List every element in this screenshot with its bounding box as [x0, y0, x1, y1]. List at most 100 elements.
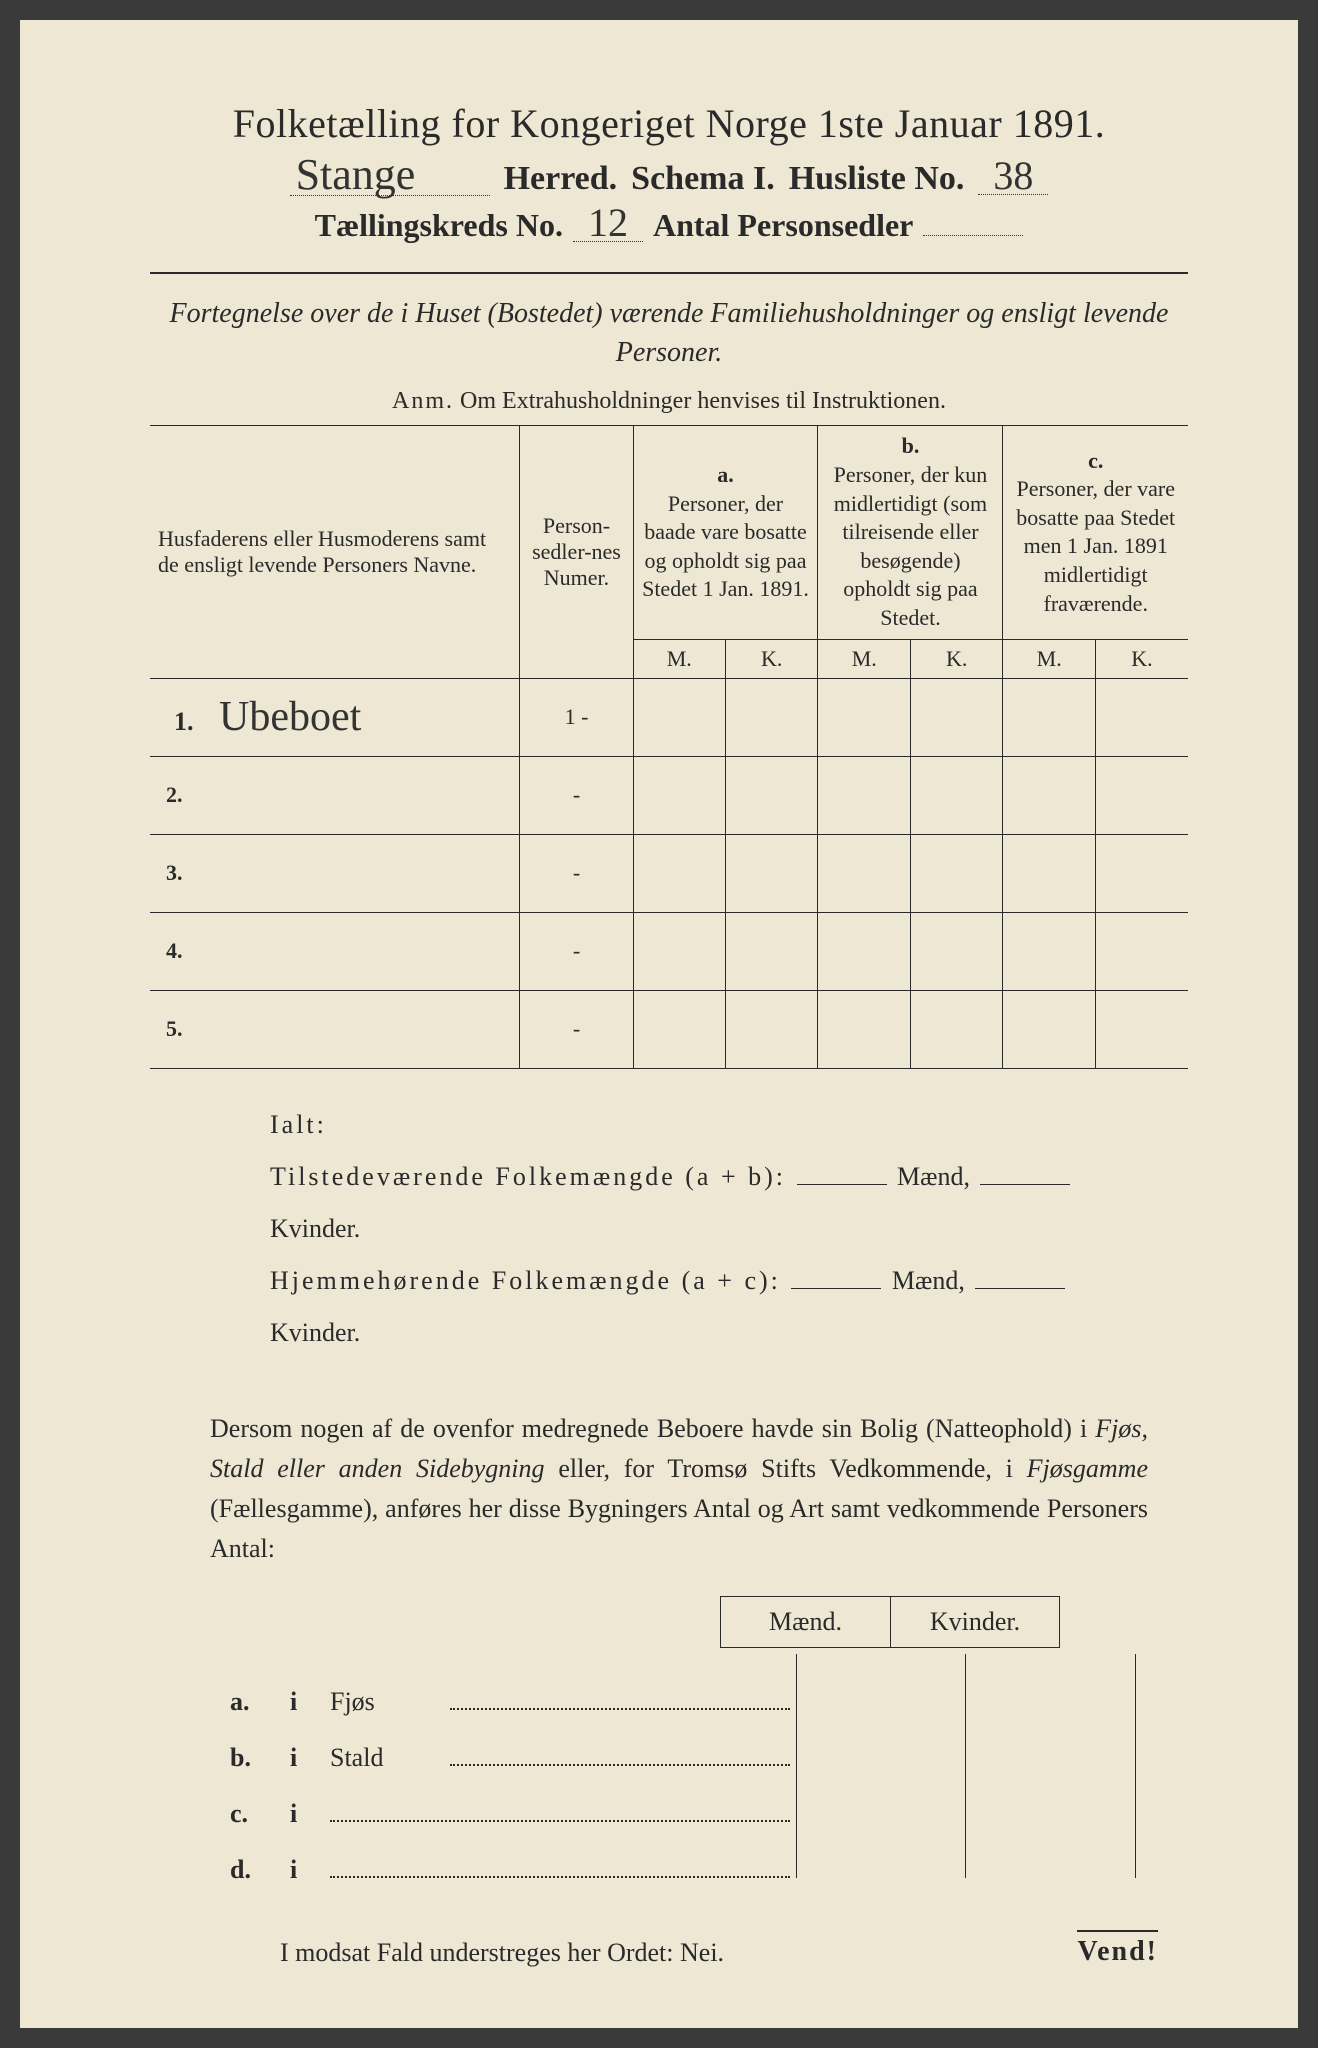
husliste-value: 38	[978, 158, 1048, 195]
row2-num: 2.	[150, 756, 520, 834]
kvinder-label: Kvinder.	[270, 1214, 360, 1243]
cell	[818, 678, 910, 756]
table-row: 3. -	[150, 834, 1188, 912]
opt-i: i	[290, 1687, 330, 1717]
anm-line: Anm. Om Extrahusholdninger henvises til …	[150, 388, 1188, 415]
ialt-label: Ialt:	[270, 1099, 1138, 1151]
row4-pnum: -	[520, 912, 633, 990]
kvinder-head: Kvinder.	[890, 1596, 1060, 1648]
ialt-l2-a: Hjemmehørende Folkemængde (a + c):	[270, 1266, 781, 1295]
a-m: M.	[633, 639, 725, 678]
table-row: 5. -	[150, 990, 1188, 1068]
cell	[966, 1766, 1136, 1822]
row3-pnum: -	[520, 834, 633, 912]
census-form-page: Folketælling for Kongeriget Norge 1ste J…	[20, 20, 1298, 2028]
header-line-2: Stange Herred. Schema I. Husliste No. 38	[150, 155, 1188, 198]
paragraph: Dersom nogen af de ovenfor medregnede Be…	[210, 1409, 1148, 1570]
opt-i: i	[290, 1799, 330, 1829]
row4-num: 4.	[150, 912, 520, 990]
cell	[1003, 990, 1095, 1068]
b-letter: b.	[826, 432, 994, 461]
cell	[818, 756, 910, 834]
c-letter: c.	[1011, 447, 1180, 476]
main-table: Husfaderens eller Husmoderens samt de en…	[150, 425, 1188, 1068]
kvinder-label: Kvinder.	[270, 1318, 360, 1347]
cell	[1095, 990, 1188, 1068]
opt-stald: Stald	[330, 1743, 450, 1773]
cell	[796, 1766, 966, 1822]
c-m: M.	[1003, 639, 1095, 678]
cell	[910, 678, 1002, 756]
b-text: Personer, der kun midlertidigt (som tilr…	[826, 461, 994, 633]
cell	[1095, 678, 1188, 756]
cell	[726, 678, 818, 756]
anm-text: Om Extrahusholdninger henvises til Instr…	[460, 388, 946, 414]
opt-row-a: a. i Fjøs	[230, 1654, 1148, 1710]
mk-header: Mænd. Kvinder.	[720, 1596, 1188, 1648]
cell	[726, 834, 818, 912]
cell	[966, 1710, 1136, 1766]
blank	[791, 1288, 881, 1289]
table-row: 2. -	[150, 756, 1188, 834]
kreds-value: 12	[573, 205, 643, 242]
cell	[633, 834, 725, 912]
blank	[797, 1184, 887, 1185]
cell	[910, 756, 1002, 834]
cell	[796, 1822, 966, 1878]
b-m: M.	[818, 639, 910, 678]
cell	[726, 912, 818, 990]
col-head-name: Husfaderens eller Husmoderens samt de en…	[150, 426, 520, 678]
cell	[818, 990, 910, 1068]
col-head-b: b. Personer, der kun midlertidigt (som t…	[818, 426, 1003, 639]
row1-namecell: 1. Ubeboet	[150, 678, 520, 756]
a-text: Personer, der baade vare bosatte og opho…	[642, 490, 810, 604]
cell	[726, 756, 818, 834]
row5-pnum: -	[520, 990, 633, 1068]
antal-blank	[923, 204, 1023, 236]
cell	[910, 912, 1002, 990]
row1-pnum: 1 -	[520, 678, 633, 756]
blank	[975, 1288, 1065, 1289]
col-head-numer: Person-sedler-nes Numer.	[520, 426, 633, 678]
opt-i: i	[290, 1743, 330, 1773]
table-row: 1. Ubeboet 1 -	[150, 678, 1188, 756]
row2-pnum: -	[520, 756, 633, 834]
header-line-3: Tællingskreds No. 12 Antal Personsedler	[150, 204, 1188, 244]
cell	[1003, 912, 1095, 990]
para-t1: Dersom nogen af de ovenfor medregnede Be…	[210, 1414, 1095, 1443]
maend-head: Mænd.	[720, 1596, 890, 1648]
cell	[796, 1654, 966, 1710]
page-title: Folketælling for Kongeriget Norge 1ste J…	[150, 100, 1188, 147]
vend-label: Vend!	[1077, 1930, 1158, 1968]
cell	[1003, 756, 1095, 834]
cell	[633, 756, 725, 834]
cell	[966, 1822, 1136, 1878]
a-k: K.	[726, 639, 818, 678]
cell	[726, 990, 818, 1068]
row1-num: 1.	[158, 707, 194, 736]
opt-d: d.	[230, 1855, 290, 1885]
cell	[910, 990, 1002, 1068]
para-i2: Fjøsgamme	[1027, 1454, 1148, 1483]
opt-row-d: d. i	[230, 1822, 1148, 1878]
row5-num: 5.	[150, 990, 520, 1068]
herred-label: Herred.	[504, 160, 618, 198]
cell	[633, 678, 725, 756]
schema-label: Schema I.	[631, 160, 775, 198]
options-list: a. i Fjøs b. i Stald c. i d. i	[230, 1654, 1148, 1878]
dots	[330, 1876, 790, 1878]
opt-i: i	[290, 1855, 330, 1885]
table-row: 4. -	[150, 912, 1188, 990]
opt-b: b.	[230, 1743, 290, 1773]
ialt-line2: Hjemmehørende Folkemængde (a + c): Mænd,…	[270, 1255, 1138, 1359]
dots	[450, 1764, 790, 1766]
dots	[450, 1708, 790, 1710]
husliste-label: Husliste No.	[789, 160, 965, 198]
c-k: K.	[1095, 639, 1188, 678]
dots	[330, 1820, 790, 1822]
cell	[633, 912, 725, 990]
opt-fjos: Fjøs	[330, 1687, 450, 1717]
blank	[980, 1184, 1070, 1185]
cell	[1095, 834, 1188, 912]
row3-num: 3.	[150, 834, 520, 912]
